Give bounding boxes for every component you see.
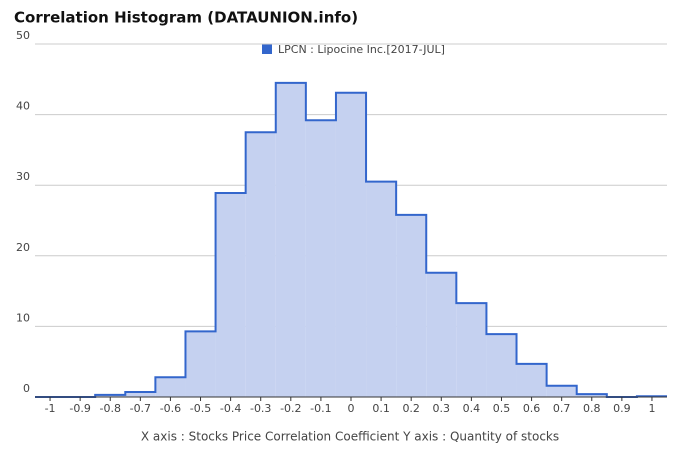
x-tick-label: -0.5 — [190, 402, 211, 415]
bar — [185, 331, 216, 397]
x-tick-label: -0.2 — [280, 402, 301, 415]
y-tick-label: 0 — [23, 382, 30, 395]
x-tick-label: 0 — [348, 402, 355, 415]
y-tick-label: 30 — [16, 170, 30, 183]
x-tick-label: 0.1 — [372, 402, 390, 415]
y-tick-label: 20 — [16, 241, 30, 254]
bar — [516, 363, 547, 397]
bar — [576, 394, 607, 397]
bar — [155, 377, 186, 397]
bar — [546, 385, 577, 397]
x-tick-label: -0.6 — [160, 402, 181, 415]
y-tick-label: 50 — [16, 29, 30, 42]
y-tick-label: 10 — [16, 311, 30, 324]
x-tick-label: -0.8 — [100, 402, 121, 415]
x-tick-label: 0.7 — [553, 402, 571, 415]
bar — [215, 192, 246, 397]
x-tick-label: -0.4 — [220, 402, 241, 415]
x-tick-label: 0.4 — [463, 402, 481, 415]
chart-title: Correlation Histogram (DATAUNION.info) — [14, 9, 358, 27]
bar — [275, 82, 306, 397]
x-tick-label: 0.2 — [402, 402, 420, 415]
legend-label: LPCN : Lipocine Inc.[2017-JUL] — [278, 43, 445, 56]
bar — [456, 303, 487, 397]
step-outline — [35, 81, 667, 398]
axis-note: X axis : Stocks Price Correlation Coeffi… — [141, 430, 559, 444]
x-tick-label: 0.5 — [493, 402, 511, 415]
bar — [335, 92, 367, 398]
x-tick-label: 1 — [648, 402, 655, 415]
x-tick-label: -0.9 — [69, 402, 90, 415]
bar — [125, 392, 156, 397]
bar — [426, 272, 457, 397]
bar — [95, 394, 126, 397]
x-tick-label: -0.7 — [130, 402, 151, 415]
x-tick-label: -1 — [45, 402, 56, 415]
x-tick-label: 0.8 — [583, 402, 601, 415]
x-tick-label: -0.3 — [250, 402, 271, 415]
legend-swatch — [262, 44, 272, 54]
x-tick-label: 0.6 — [523, 402, 541, 415]
bar — [486, 334, 517, 397]
x-tick-label: 0.3 — [433, 402, 451, 415]
x-tick-label: -0.1 — [310, 402, 331, 415]
bar — [396, 214, 427, 397]
bar — [366, 181, 397, 397]
y-tick-label: 40 — [16, 100, 30, 113]
x-tick-label: 0.9 — [613, 402, 631, 415]
bar — [245, 132, 276, 397]
bar — [305, 120, 336, 398]
